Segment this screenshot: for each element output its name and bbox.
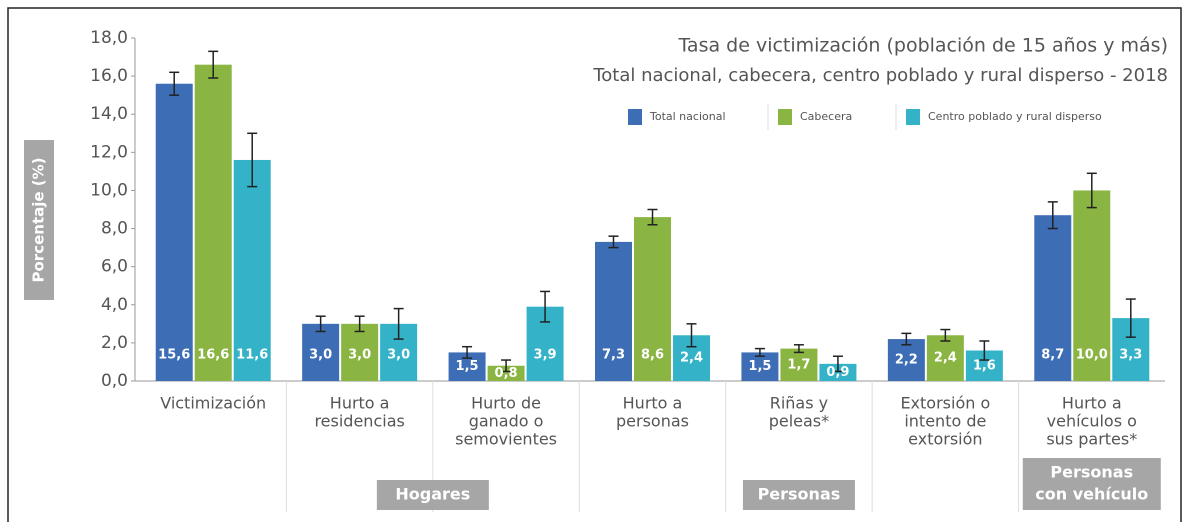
y-tick-label: 10,0 bbox=[90, 180, 128, 200]
x-tick-label: Victimización bbox=[160, 394, 266, 413]
bar bbox=[341, 323, 379, 381]
value-label: 16,6 bbox=[197, 348, 229, 363]
value-label: 7,3 bbox=[602, 348, 625, 363]
value-label: 3,0 bbox=[348, 348, 371, 363]
y-label-box bbox=[24, 140, 54, 300]
legend-swatch bbox=[628, 109, 642, 125]
bar bbox=[194, 64, 232, 381]
x-tick-label: Hurto de bbox=[471, 394, 541, 413]
value-label: 3,0 bbox=[387, 348, 410, 363]
chart-subtitle: Total nacional, cabecera, centro poblado… bbox=[592, 65, 1168, 86]
value-label: 1,5 bbox=[748, 359, 771, 374]
bar bbox=[302, 323, 340, 381]
group-box bbox=[742, 480, 855, 510]
group-box bbox=[1022, 458, 1161, 510]
value-label: 1,7 bbox=[787, 357, 810, 372]
legend-label: Centro poblado y rural disperso bbox=[928, 110, 1102, 123]
y-tick-label: 16,0 bbox=[90, 66, 128, 86]
group-label: con vehículo bbox=[1035, 485, 1148, 504]
x-tick-label: Hurto a bbox=[1062, 394, 1122, 413]
legend-swatch bbox=[906, 109, 920, 125]
frame bbox=[7, 7, 1182, 522]
x-tick-label: Riñas y bbox=[770, 394, 828, 413]
bar bbox=[1073, 190, 1111, 381]
y-tick-label: 18,0 bbox=[90, 28, 128, 48]
chart-title: Tasa de victimización (población de 15 a… bbox=[677, 35, 1168, 57]
y-tick-label: 2,0 bbox=[101, 333, 128, 353]
x-tick-label: personas bbox=[616, 412, 689, 431]
x-tick-label: Hurto a bbox=[623, 394, 683, 413]
y-tick-label: 6,0 bbox=[101, 257, 128, 277]
group-label: Personas bbox=[758, 485, 841, 504]
x-tick-label: Extorsión o bbox=[900, 394, 990, 413]
value-label: 2,4 bbox=[680, 351, 703, 366]
x-tick-label: ganado o bbox=[469, 412, 544, 431]
legend-label: Total nacional bbox=[649, 110, 726, 123]
y-tick-label: 0,0 bbox=[101, 371, 128, 391]
value-label: 0,8 bbox=[495, 366, 518, 381]
value-label: 0,9 bbox=[826, 365, 849, 380]
value-label: 2,2 bbox=[895, 353, 918, 368]
value-label: 1,5 bbox=[456, 359, 479, 374]
bar bbox=[634, 217, 671, 381]
group-label: Personas bbox=[1050, 463, 1133, 482]
y-tick-label: 14,0 bbox=[90, 104, 128, 124]
value-label: 3,0 bbox=[309, 348, 332, 363]
value-label: 10,0 bbox=[1076, 348, 1108, 363]
bar bbox=[926, 335, 964, 381]
value-label: 2,4 bbox=[934, 351, 957, 366]
bar bbox=[155, 83, 193, 381]
bar bbox=[887, 339, 925, 381]
value-label: 3,3 bbox=[1119, 348, 1142, 363]
y-tick-label: 4,0 bbox=[101, 295, 128, 315]
legend-label: Cabecera bbox=[800, 110, 852, 123]
y-axis-label: Porcentaje (%) bbox=[30, 157, 48, 282]
bar bbox=[233, 159, 271, 381]
value-label: 8,7 bbox=[1041, 348, 1064, 363]
value-label: 11,6 bbox=[236, 348, 268, 363]
x-tick-label: Hurto a bbox=[330, 394, 390, 413]
x-tick-label: vehículos o bbox=[1047, 412, 1137, 431]
bar bbox=[595, 241, 632, 381]
value-label: 15,6 bbox=[158, 348, 190, 363]
bar bbox=[487, 365, 525, 381]
bar bbox=[780, 348, 818, 381]
bar bbox=[1034, 215, 1072, 381]
bar bbox=[819, 363, 857, 381]
bar bbox=[741, 352, 779, 381]
value-label: 1,6 bbox=[973, 358, 996, 373]
group-box bbox=[376, 480, 489, 510]
x-tick-label: intento de bbox=[904, 412, 986, 431]
x-tick-label: semovientes bbox=[455, 430, 557, 449]
value-label: 3,9 bbox=[534, 348, 557, 363]
y-tick-label: 8,0 bbox=[101, 219, 128, 239]
x-tick-label: residencias bbox=[314, 412, 404, 431]
legend-swatch bbox=[778, 109, 792, 125]
x-tick-label: peleas* bbox=[769, 412, 829, 431]
y-tick-label: 12,0 bbox=[90, 142, 128, 162]
x-tick-label: extorsión bbox=[908, 430, 982, 449]
group-label: Hogares bbox=[395, 485, 470, 504]
x-tick-label: sus partes* bbox=[1046, 430, 1137, 449]
value-label: 8,6 bbox=[641, 348, 664, 363]
